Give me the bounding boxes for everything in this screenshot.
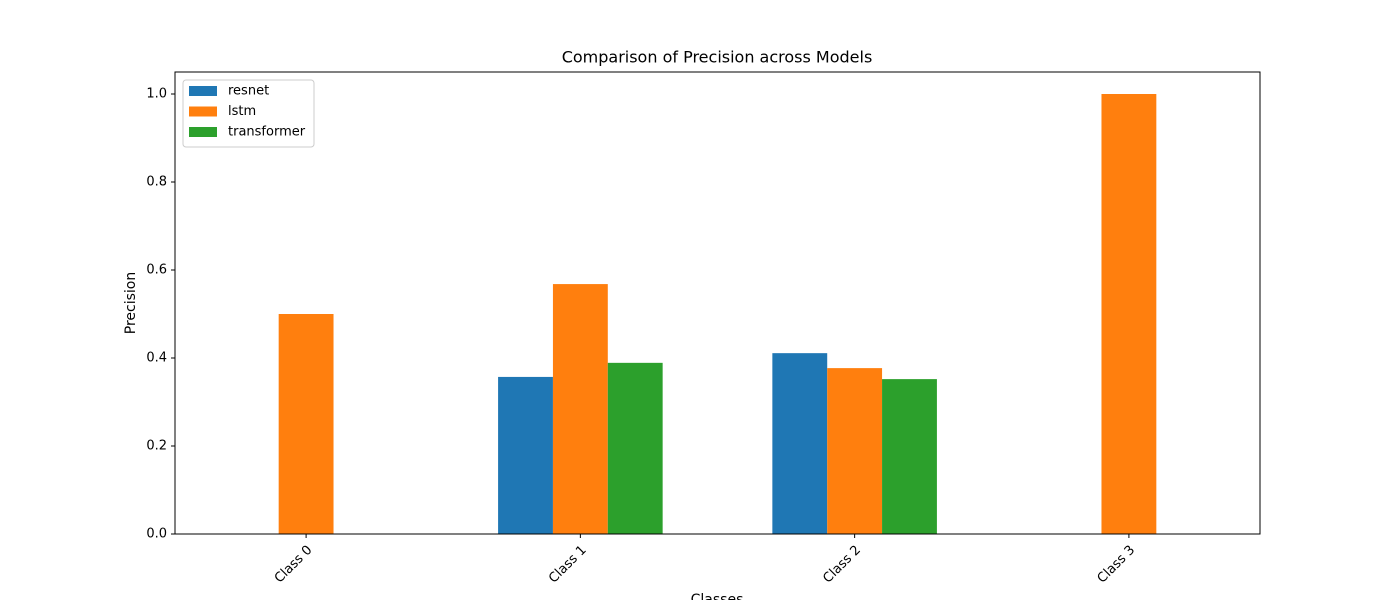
legend-swatch [189,106,217,117]
y-tick-label: 0.8 [146,175,167,190]
chart-title: Comparison of Precision across Models [562,48,873,67]
bar [827,368,883,534]
bar [607,362,663,534]
x-tick-label: Class 3 [1095,543,1139,587]
legend-label: lstm [228,104,256,119]
y-tick-label: 0.6 [146,263,167,278]
y-tick-label: 0.4 [146,351,167,366]
legend-swatch [189,127,217,137]
legend-swatch [189,86,217,96]
bar [1101,94,1157,534]
y-tick-label: 0.2 [146,439,167,454]
bar [498,376,553,534]
legend-label: transformer [228,125,306,140]
x-tick-label: Class 2 [820,543,864,587]
y-axis-label: Precision [123,272,139,334]
plot-frame [174,71,1261,535]
legend-label: resnet [228,84,269,99]
bar [882,379,937,534]
bar [278,314,334,534]
y-tick-label: 0.0 [146,527,167,542]
bar [552,284,608,534]
x-tick-label: Class 0 [272,543,316,587]
bar [772,353,828,534]
y-tick-label: 1.0 [146,87,167,102]
x-axis-label: Classes [691,592,744,600]
x-tick-label: Class 1 [546,543,590,587]
